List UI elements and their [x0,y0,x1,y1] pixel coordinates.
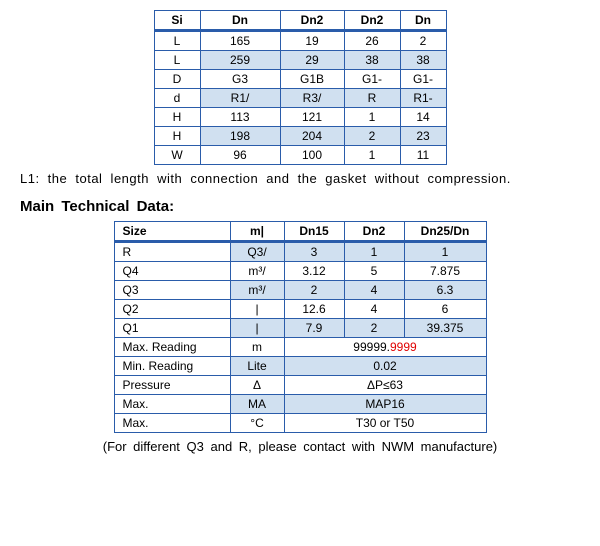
col-unit: m| [230,222,284,242]
table-row: R Q3/ 3 1 1 [114,242,486,262]
dimensions-table: Si Dn Dn2 Dn2 Dn L 165 19 26 2 L 259 29 … [154,10,447,165]
table-row: H 198 204 2 23 [154,127,446,146]
table-row: Q3 m³/ 2 4 6.3 [114,281,486,300]
col-dn2b: Dn2 [344,11,400,31]
note-l1: L1: the total length with connection and… [20,171,580,186]
col-dn15: Dn15 [284,222,344,242]
table-row: d R1/ R3/ R R1- [154,89,446,108]
col-size: Size [114,222,230,242]
table-row: Q2 | 12.6 4 6 [114,300,486,319]
table-row: Min. Reading Lite 0.02 [114,357,486,376]
table-row: Q4 m³/ 3.12 5 7.875 [114,262,486,281]
col-dn2: Dn2 [344,222,404,242]
technical-data-table: Size m| Dn15 Dn2 Dn25/Dn R Q3/ 3 1 1 Q4 … [114,221,487,433]
table-header-row: Size m| Dn15 Dn2 Dn25/Dn [114,222,486,242]
footnote: (For different Q3 and R, please contact … [20,439,580,454]
table-row: Pressure Δ ΔP≤63 [114,376,486,395]
table-header-row: Si Dn Dn2 Dn2 Dn [154,11,446,31]
max-reading-value: 99999.9999 [284,338,486,357]
section-title: Main Technical Data: [20,198,580,215]
table-row: H 113 121 1 14 [154,108,446,127]
col-dnb: Dn [400,11,446,31]
col-dn25: Dn25/Dn [404,222,486,242]
table-row: L 165 19 26 2 [154,31,446,51]
table-row: Max. Reading m 99999.9999 [114,338,486,357]
col-si: Si [154,11,200,31]
table-row: Max. MA MAP16 [114,395,486,414]
col-dn2a: Dn2 [280,11,344,31]
table-row: Max. °C T30 or T50 [114,414,486,433]
table-row: D G3 G1B G1- G1- [154,70,446,89]
table-row: W 96 100 1 11 [154,146,446,165]
table-row: L 259 29 38 38 [154,51,446,70]
table-row: Q1 | 7.9 2 39.375 [114,319,486,338]
col-dn: Dn [200,11,280,31]
